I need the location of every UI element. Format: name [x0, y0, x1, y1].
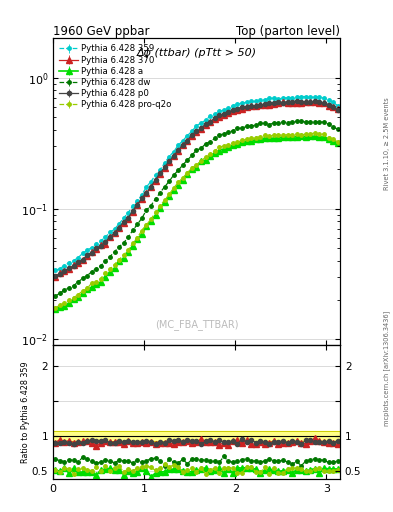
Text: Rivet 3.1.10, ≥ 2.5M events: Rivet 3.1.10, ≥ 2.5M events: [384, 97, 390, 190]
Text: Δϕ (ttbar) (pTtt > 50): Δϕ (ttbar) (pTtt > 50): [136, 48, 257, 58]
Text: mcplots.cern.ch [arXiv:1306.3436]: mcplots.cern.ch [arXiv:1306.3436]: [384, 311, 391, 426]
Text: Top (parton level): Top (parton level): [236, 25, 340, 37]
Text: (MC_FBA_TTBAR): (MC_FBA_TTBAR): [155, 319, 238, 330]
Text: 1960 GeV ppbar: 1960 GeV ppbar: [53, 25, 150, 37]
Y-axis label: Ratio to Pythia 6.428 359: Ratio to Pythia 6.428 359: [21, 361, 30, 463]
Legend: Pythia 6.428 359, Pythia 6.428 370, Pythia 6.428 a, Pythia 6.428 dw, Pythia 6.42: Pythia 6.428 359, Pythia 6.428 370, Pyth…: [57, 42, 174, 111]
